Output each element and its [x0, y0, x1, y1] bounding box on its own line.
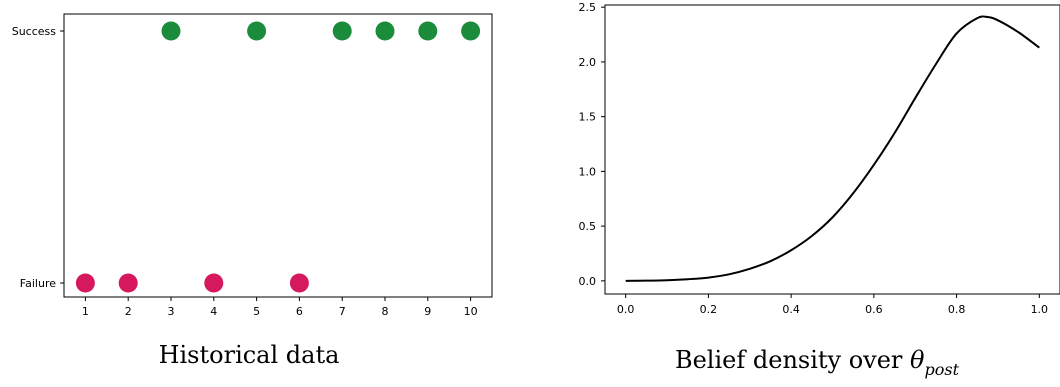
y-tick-label: Failure	[20, 277, 56, 290]
chart-caption: Historical data	[159, 341, 340, 369]
plot-area	[63, 13, 493, 298]
y-tick-label: 1.0	[579, 165, 597, 178]
failure-point	[204, 273, 224, 293]
chart-caption: Belief density over θpost	[675, 346, 960, 379]
x-tick-label: 1.0	[1031, 303, 1049, 316]
x-tick-label: 0.8	[948, 303, 966, 316]
x-tick-label: 2	[125, 305, 132, 318]
failure-point	[118, 273, 138, 293]
success-point	[375, 21, 395, 41]
x-tick-label: 1	[82, 305, 89, 318]
x-tick-label: 0.2	[700, 303, 718, 316]
y-tick-label: 0.0	[579, 275, 597, 288]
y-tick-label: 1.5	[579, 111, 597, 124]
x-tick-label: 6	[296, 305, 303, 318]
y-tick-label: 2.5	[579, 1, 597, 14]
x-tick-label: 10	[464, 305, 478, 318]
success-point	[461, 21, 481, 41]
x-tick-label: 0.0	[617, 303, 635, 316]
historical-data-chart: Failure Success 1 2 3 4 5 6 7 8 9 10 Historical da…	[12, 13, 493, 369]
x-tick-label: 4	[210, 305, 217, 318]
x-tick-label: 0.4	[782, 303, 800, 316]
density-curve	[625, 15, 1040, 282]
x-tick-label: 8	[382, 305, 389, 318]
caption-text: Belief density over	[675, 346, 910, 374]
x-tick-label: 5	[253, 305, 260, 318]
x-tick-label: 3	[168, 305, 175, 318]
y-tick-label: 2.0	[579, 56, 597, 69]
failure-point	[289, 273, 309, 293]
x-tick-label: 9	[424, 305, 431, 318]
y-tick-label: 0.5	[579, 220, 597, 233]
x-tick-label: 0.6	[865, 303, 883, 316]
plot-area	[604, 4, 1060, 295]
success-point	[418, 21, 438, 41]
belief-density-chart: 0.0 0.5 1.0 1.5 2.0 2.5 0.0 0.2 0.4 0.6 0.8 1.0 Be…	[579, 1, 1060, 379]
caption-theta: θ	[910, 346, 925, 374]
success-point	[247, 21, 267, 41]
success-point	[161, 21, 181, 41]
y-tick-label: Success	[12, 25, 57, 38]
failure-point	[75, 273, 95, 293]
x-tick-label: 7	[339, 305, 346, 318]
success-point	[332, 21, 352, 41]
caption-subscript: post	[925, 360, 960, 379]
